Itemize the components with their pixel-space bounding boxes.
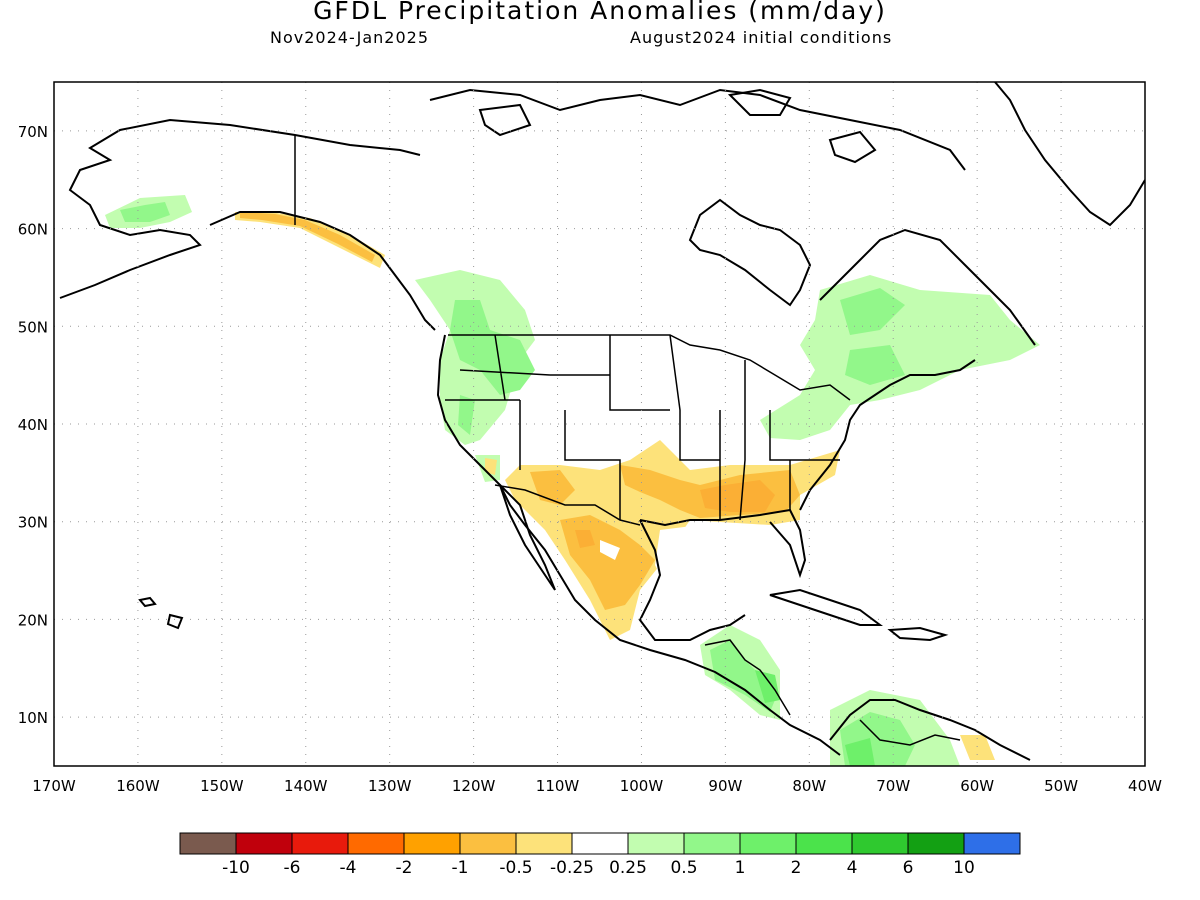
legend-swatch [459,832,517,855]
gulf-of-alaska-coast [209,211,436,331]
ocean-mask [600,525,810,610]
legend-label: -1 [452,858,469,878]
us-canada-border [448,334,851,401]
positive-anomaly-medium [120,202,915,766]
longitude-tick-label: 150W [200,777,244,795]
legend-swatch [179,832,237,855]
longitude-tick-label: 100W [620,777,664,795]
legend-swatch [571,832,629,855]
gridlines [54,82,1145,766]
pacific-coast [436,334,841,756]
legend-swatch [291,832,349,855]
legend-swatch [683,832,741,855]
latitude-tick-label: 10N [18,709,48,727]
latitude-labels: 70N 60N 50N 40N 30N 20N 10N [18,123,48,727]
legend-label: 1 [735,858,746,878]
arctic-island-1 [727,88,792,116]
legend-swatch [739,832,797,855]
hawaii-big-island [166,613,184,630]
season-label: Nov2024-Jan2025 [270,28,429,47]
hispaniola [887,626,949,642]
greenland-coast [994,82,1145,227]
latitude-tick-label: 60N [18,221,48,239]
latitude-tick-label: 30N [18,514,48,532]
legend-swatch [347,832,405,855]
south-america-coast [829,699,1031,761]
longitude-tick-label: 170W [32,777,76,795]
latitude-tick-label: 20N [18,611,48,629]
south-america-borders [859,719,961,746]
legend-label: 0.25 [609,858,647,878]
hudson-bay [688,198,812,307]
us-mexico-border [494,484,641,526]
legend-label: 10 [953,858,975,878]
longitude-tick-label: 60W [960,777,994,795]
central-america-borders [704,639,791,716]
legend-label: -0.5 [499,858,532,878]
plot-frame [53,81,1146,767]
anomaly-layer [105,195,1040,766]
legend-label: -0.25 [550,858,594,878]
longitude-tick-label: 90W [708,777,742,795]
arctic-island-2 [828,130,877,164]
legend-swatch [907,832,965,855]
baja-peninsula [499,484,556,591]
coastlines [59,82,1145,761]
mexico-gulf-coast [638,519,746,641]
labrador-coast [819,228,1036,346]
arctic-islands [429,88,966,171]
longitude-tick-label: 80W [792,777,826,795]
latitude-tick-label: 70N [18,123,48,141]
longitude-labels: 170W 160W 150W 140W 130W 120W 110W 100W 90W 80W 70… [32,777,1162,795]
us-state-borders [445,334,840,521]
legend-swatch [235,832,293,855]
legend-label: -6 [284,858,301,878]
legend-swatch [403,832,461,855]
longitude-tick-label: 120W [452,777,496,795]
legend-label: 2 [791,858,802,878]
legend-label: 0.5 [670,858,697,878]
latitude-tick-label: 50N [18,318,48,336]
color-legend: -10 -6 -4 -2 -1 -0.5 -0.25 0.25 0.5 1 2 4 6 10 [179,832,1021,878]
longitude-tick-label: 160W [116,777,160,795]
longitude-tick-label: 140W [284,777,328,795]
legend-swatch [515,832,573,855]
legend-label: -10 [222,858,250,878]
longitude-tick-label: 40W [1128,777,1162,795]
arctic-island-3 [478,103,532,137]
legend-label: 6 [903,858,914,878]
atlantic-coast [799,359,976,511]
longitude-tick-label: 110W [536,777,580,795]
political-borders [294,135,961,746]
legend-label: 4 [847,858,858,878]
longitude-tick-label: 50W [1044,777,1078,795]
map-title: GFDL Precipitation Anomalies (mm/day) [313,0,887,25]
cuba [769,588,883,626]
longitude-tick-label: 130W [368,777,412,795]
legend-label: -4 [340,858,357,878]
latitude-tick-label: 40N [18,416,48,434]
negative-anomaly-strong [575,480,775,548]
legend-swatch [627,832,685,855]
longitude-tick-label: 70W [876,777,910,795]
legend-swatch [851,832,909,855]
initial-conditions-label: August2024 initial conditions [630,28,893,47]
legend-label: -2 [396,858,413,878]
legend-swatch [963,832,1021,855]
alaska-coast [59,118,421,299]
positive-anomaly-strong [755,670,875,766]
legend-swatch [795,832,853,855]
hawaii-islands [138,596,157,608]
